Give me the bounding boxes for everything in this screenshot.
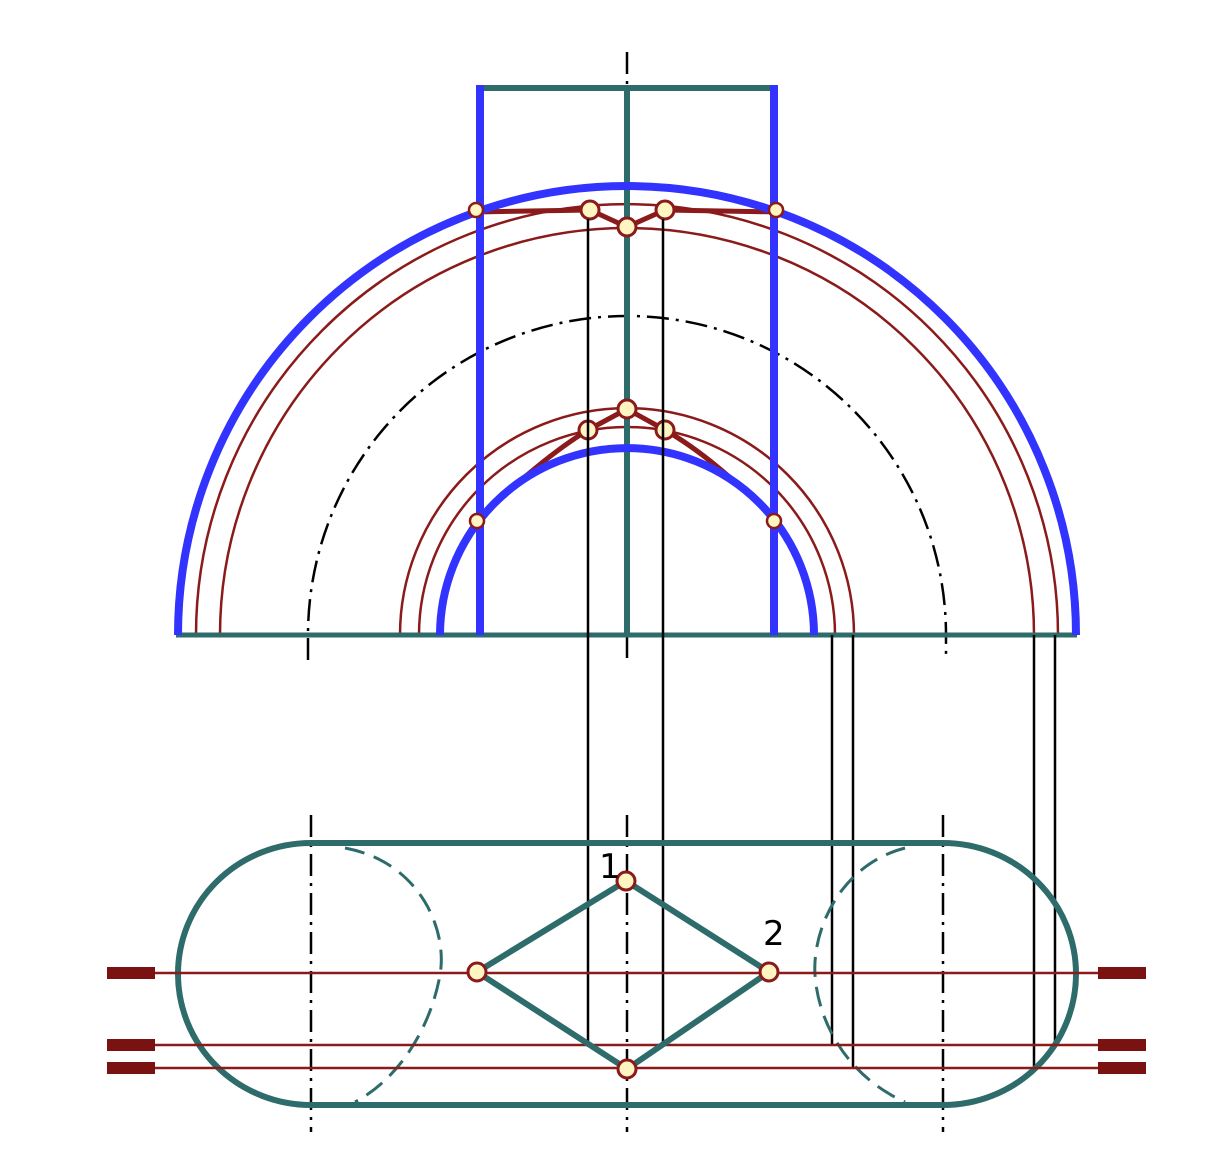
plane-mark-right-1 [1098, 967, 1146, 979]
label-point-1: 1 [599, 847, 621, 887]
point-front-top-left [579, 199, 601, 221]
outline-point-right-top [767, 201, 785, 219]
plane-mark-right-2 [1098, 1039, 1146, 1051]
point-front-mid-right [654, 419, 676, 441]
point-2-top-view [758, 961, 780, 983]
point-front-mid-center [616, 398, 638, 420]
plane-mark-left-3 [107, 1062, 155, 1074]
outline-point-left-bottom [468, 512, 486, 530]
top-view-outline [175, 840, 1079, 1108]
top-view: 1 2 [107, 815, 1146, 1132]
point-front-top-center [616, 216, 638, 238]
plane-mark-left-2 [107, 1039, 155, 1051]
hidden-arc-left [344, 846, 443, 1104]
label-point-2: 2 [763, 914, 785, 954]
outline-point-left-top [467, 201, 485, 219]
projection-lines [586, 219, 1057, 1068]
cylinder-top-view-rhombus [474, 878, 772, 1072]
outline-point-right-bottom [765, 512, 783, 530]
hidden-arc-right [813, 846, 906, 1104]
plane-mark-left-1 [107, 967, 155, 979]
point-bottom-top-view [616, 1058, 638, 1080]
plane-mark-right-3 [1098, 1062, 1146, 1074]
point-front-top-right [654, 199, 676, 221]
torus-inner-outline [436, 444, 818, 636]
torus-outer-outline [174, 182, 1080, 636]
front-view [174, 52, 1080, 660]
point-1-top-view [615, 870, 637, 892]
point-left-top-view [466, 961, 488, 983]
